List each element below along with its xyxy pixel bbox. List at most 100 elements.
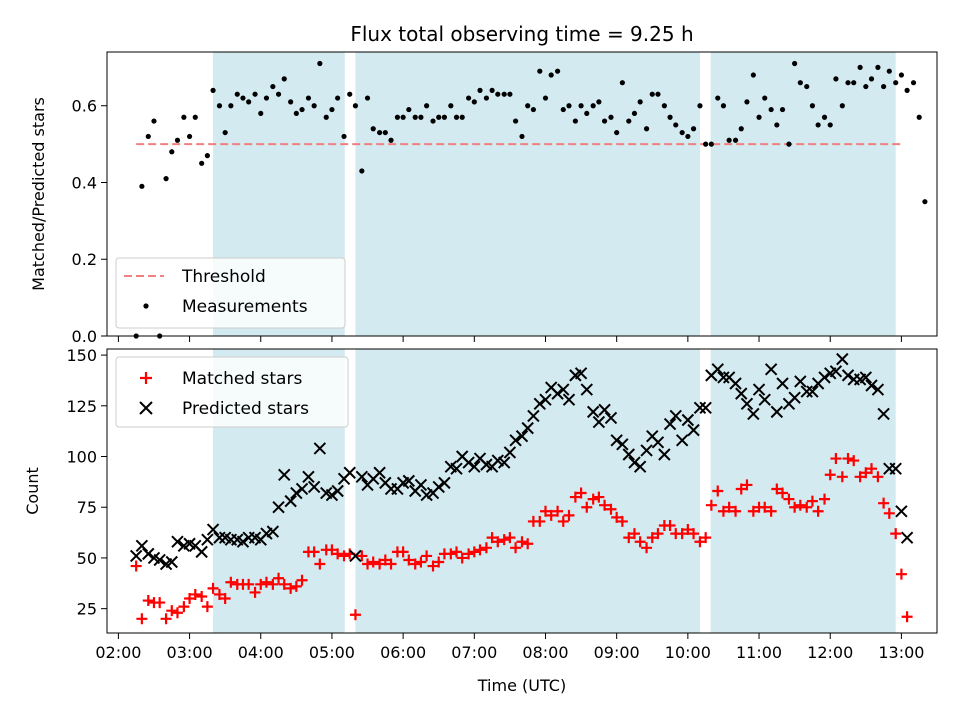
measurement-point bbox=[667, 114, 673, 120]
matched-star-point bbox=[421, 550, 433, 562]
predicted-star-point bbox=[592, 415, 606, 429]
matched-star-point bbox=[516, 536, 528, 548]
matched-star-point bbox=[830, 453, 842, 465]
measurement-point bbox=[466, 95, 472, 101]
matched-star-point bbox=[474, 544, 486, 556]
x-axis-label: Time (UTC) bbox=[477, 676, 566, 695]
matched-star-point bbox=[498, 534, 510, 546]
measurement-point bbox=[756, 114, 762, 120]
measurement-point bbox=[881, 83, 887, 90]
matched-star-point bbox=[534, 515, 546, 527]
predicted-star-point bbox=[770, 405, 784, 419]
bottom-x-axis-ticks: 02:00 03:00 04:00 05:00 06:00 07:00 08:00 09:00… bbox=[95, 633, 924, 662]
y-tick-label: 50 bbox=[77, 549, 97, 568]
predicted-star-point bbox=[468, 460, 481, 473]
matched-star-point bbox=[605, 503, 617, 515]
matched-star-point bbox=[819, 493, 831, 505]
measurement-point bbox=[554, 68, 561, 74]
top-y-axis-ticks: 0.0 0.2 0.4 0.6 bbox=[72, 97, 107, 346]
legend-predicted-label: Predicted stars bbox=[182, 399, 309, 419]
y-tick-label: 125 bbox=[66, 397, 97, 416]
matched-star-point bbox=[623, 532, 635, 544]
matched-star-point bbox=[510, 542, 522, 554]
predicted-star-point bbox=[213, 531, 226, 544]
measurement-point bbox=[139, 183, 145, 189]
measurement-point bbox=[192, 114, 198, 120]
matched-star-point bbox=[249, 586, 261, 598]
measurement-point bbox=[270, 83, 276, 90]
measurement-point bbox=[875, 64, 881, 70]
predicted-star-point bbox=[889, 462, 902, 475]
measurement-point bbox=[181, 114, 187, 120]
measurement-point bbox=[477, 87, 483, 93]
measurement-point bbox=[145, 133, 151, 140]
measurement-point bbox=[910, 80, 917, 86]
measurement-point bbox=[163, 176, 169, 182]
predicted-star-point bbox=[681, 413, 695, 427]
predicted-star-point bbox=[290, 486, 303, 500]
measurement-point bbox=[352, 103, 359, 109]
predicted-star-point bbox=[776, 377, 789, 390]
matched-star-point bbox=[130, 560, 142, 572]
measurement-point bbox=[626, 118, 632, 124]
measurement-point bbox=[827, 122, 833, 128]
measurement-point bbox=[726, 137, 732, 143]
measurement-point bbox=[715, 95, 721, 101]
predicted-star-point bbox=[675, 434, 689, 447]
matched-star-point bbox=[385, 558, 397, 570]
predicted-star-point bbox=[711, 363, 724, 376]
predicted-star-point bbox=[598, 403, 611, 417]
predicted-star-point bbox=[414, 478, 428, 492]
matched-star-point bbox=[403, 554, 415, 566]
measurement-point bbox=[382, 129, 388, 136]
measurement-point bbox=[448, 103, 454, 109]
measurement-point bbox=[459, 114, 465, 120]
predicted-star-point bbox=[622, 448, 635, 461]
predicted-star-point bbox=[331, 484, 344, 498]
measurement-point bbox=[394, 114, 401, 120]
predicted-star-point bbox=[462, 456, 475, 469]
predicted-star-point bbox=[272, 501, 285, 514]
measurement-point bbox=[774, 122, 780, 128]
measurement-point bbox=[732, 137, 739, 143]
measurement-point bbox=[186, 133, 193, 140]
predicted-star-point bbox=[509, 434, 522, 447]
predicted-star-point bbox=[574, 367, 588, 380]
x-tick-label: 09:00 bbox=[594, 643, 640, 662]
predicted-star-point bbox=[877, 407, 890, 421]
predicted-star-point bbox=[325, 488, 339, 502]
measurement-point bbox=[797, 80, 803, 86]
matched-star-point bbox=[628, 528, 640, 540]
matched-star-point bbox=[616, 515, 628, 527]
predicted-star-point bbox=[604, 411, 618, 425]
predicted-star-point bbox=[135, 539, 149, 552]
shaded-interval-2 bbox=[355, 52, 700, 336]
matched-star-point bbox=[545, 509, 557, 521]
matched-star-point bbox=[504, 532, 516, 544]
measurement-point bbox=[329, 106, 335, 113]
matched-star-point bbox=[480, 542, 492, 554]
measurement-point bbox=[643, 126, 650, 132]
measurement-point bbox=[216, 103, 223, 109]
predicted-star-point bbox=[859, 371, 873, 384]
predicted-star-point bbox=[171, 535, 184, 548]
matched-star-point bbox=[634, 536, 646, 548]
measurement-point bbox=[708, 141, 714, 147]
measurement-point bbox=[210, 87, 216, 93]
matched-star-point bbox=[308, 546, 320, 558]
matched-star-point bbox=[682, 524, 694, 536]
matched-star-point bbox=[783, 493, 795, 505]
matched-star-point bbox=[730, 505, 742, 517]
matched-star-point bbox=[415, 556, 427, 568]
matched-star-point bbox=[468, 546, 480, 558]
predicted-star-point bbox=[153, 553, 166, 567]
measurements-series bbox=[133, 60, 928, 339]
matched-star-point bbox=[445, 548, 457, 560]
matched-star-point bbox=[379, 554, 391, 566]
matched-star-point bbox=[492, 536, 504, 548]
predicted-star-point bbox=[539, 393, 552, 406]
matched-star-point bbox=[866, 463, 878, 475]
matched-star-point bbox=[539, 505, 551, 517]
bottom-legend: Matched stars Predicted stars bbox=[115, 356, 349, 428]
